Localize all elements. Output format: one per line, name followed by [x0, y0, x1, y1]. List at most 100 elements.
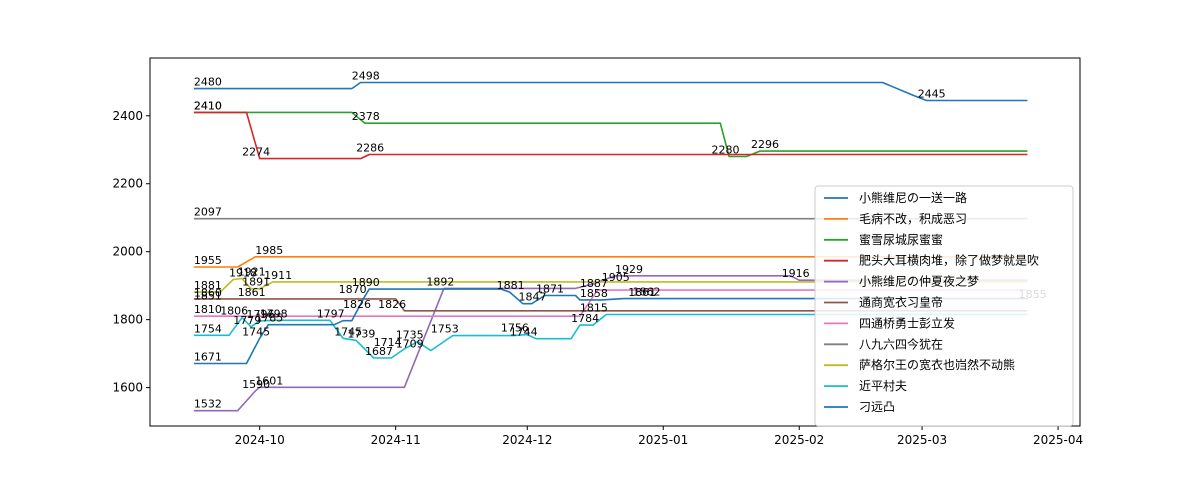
x-tick-label-2: 2024-12: [502, 433, 552, 447]
data-label-1-1: 1985: [255, 244, 283, 257]
data-label-10-10: 1858: [580, 287, 608, 300]
data-label-8-2: 1851: [194, 289, 222, 302]
data-label-10-1: 1745: [242, 325, 270, 338]
data-label-10-6: 1890: [352, 276, 380, 289]
x-tick-label-4: 2025-02: [774, 433, 824, 447]
legend-label-7: 八九六四今犹在: [859, 336, 943, 351]
data-label-9-15: 1815: [580, 302, 608, 315]
data-label-3-1: 2274: [242, 146, 270, 159]
data-label-2-2: 2280: [712, 144, 740, 157]
data-label-6-0: 1810: [194, 303, 222, 316]
legend: 小熊维尼の一送一路毛病不改，积成恶习蜜雪尿城尿蜜蜜肥头大耳横肉堆，除了做梦就是吹…: [814, 185, 1074, 427]
legend-label-0: 小熊维尼の一送一路: [859, 190, 967, 205]
data-label-10-11: 1862: [633, 286, 661, 299]
series-line-8: [193, 277, 1028, 293]
data-label-5-1: 1826: [378, 298, 406, 311]
data-label-9-14: 1784: [571, 312, 599, 325]
data-label-4-1: 1590: [242, 378, 270, 391]
data-label-3-0: 2410: [194, 99, 222, 112]
data-label-9-8: 1714: [374, 336, 402, 349]
data-label-2-0: 2410: [194, 99, 222, 112]
data-label-9-0: 1754: [194, 322, 222, 335]
data-label-4-3: 1892: [426, 275, 454, 288]
data-label-2-1: 2378: [352, 110, 380, 123]
data-label-8-4: 1921: [238, 266, 266, 279]
x-tick-label-5: 2025-03: [897, 433, 947, 447]
data-label-9-5: 1745: [334, 325, 362, 338]
data-label-10-12: 1861: [628, 286, 656, 299]
legend-label-5: 通商宽衣习皇帝: [859, 295, 943, 310]
data-label-10-0: 1671: [194, 351, 222, 364]
data-label-10-5: 1870: [339, 283, 367, 296]
data-label-9-6: 1739: [347, 327, 375, 340]
data-label-3-2: 2286: [356, 142, 384, 155]
data-label-9-13: 1744: [510, 326, 538, 339]
legend-label-8: 萨格尔王の宽衣也岿然不动熊: [859, 357, 1015, 372]
data-label-8-3: 1918: [229, 267, 257, 280]
data-label-8-1: 1860: [194, 286, 222, 299]
data-label-6-1: 1887: [580, 277, 608, 290]
data-label-9-1: 1806: [220, 305, 248, 318]
data-label-8-5: 1891: [242, 276, 270, 289]
x-tick-label-6: 2025-04: [1033, 433, 1083, 447]
legend-label-4: 小熊维尼の仲夏夜之梦: [859, 274, 979, 289]
data-label-0-2: 2445: [918, 88, 946, 101]
series-line-4: [193, 274, 1028, 412]
legend-label-10: 刁远凸: [859, 400, 895, 414]
legend-label-6: 四通桥勇士彭立发: [859, 315, 955, 330]
series-layer: [193, 81, 1028, 412]
data-label-10-4: 1826: [343, 298, 371, 311]
series-line-6: [193, 289, 1028, 318]
data-label-10-7: 1881: [497, 279, 525, 292]
data-label-9-7: 1687: [365, 345, 393, 358]
y-tick-label-2: 2000: [112, 245, 143, 259]
data-label-10-9: 1871: [536, 283, 564, 296]
y-tick-label-4: 2400: [112, 109, 143, 123]
legend-box: [814, 185, 1074, 427]
data-label-8-6: 1911: [264, 269, 292, 282]
data-label-10-8: 1847: [519, 291, 547, 304]
legend-label-2: 蜜雪尿城尿蜜蜜: [859, 232, 943, 247]
data-label-9-4: 1798: [260, 307, 288, 320]
legend-label-1: 毛病不改，积成恶习: [859, 211, 967, 226]
y-tick-label-1: 1800: [112, 313, 143, 327]
data-label-4-6: 1916: [782, 267, 810, 280]
data-label-0-1: 2498: [352, 70, 380, 83]
data-label-8-0: 1881: [194, 279, 222, 292]
data-label-10-2: 1785: [255, 312, 283, 325]
series-line-3: [193, 111, 1028, 160]
data-label-1-0: 1955: [194, 254, 222, 267]
data-label-9-10: 1709: [396, 338, 424, 351]
data-label-9-3: 1796: [247, 308, 275, 321]
x-tick-label-0: 2024-10: [235, 433, 285, 447]
series-line-0: [193, 81, 1028, 102]
series-line-1: [193, 255, 1028, 268]
data-label-5-0: 1861: [238, 286, 266, 299]
series-line-9: [193, 313, 1028, 359]
data-label-4-2: 1601: [255, 374, 283, 387]
data-label-0-0: 2480: [194, 76, 222, 89]
axes: 1600 1800 2000 2200 2400 2024-10 2024-11 2024-1…: [112, 57, 1083, 447]
data-label-7-0: 2097: [194, 206, 222, 219]
data-label-9-9: 1735: [396, 329, 424, 342]
legend-label-3: 肥头大耳横肉堆，除了做梦就是吹: [859, 253, 1039, 268]
data-label-4-4: 1905: [602, 271, 630, 284]
plot-frame: [149, 57, 1081, 427]
y-tick-label-0: 1600: [112, 381, 143, 395]
data-label-9-11: 1753: [431, 323, 459, 336]
data-label-10-3: 1797: [317, 308, 345, 321]
series-line-5: [193, 298, 1028, 312]
y-tick-label-3: 2200: [112, 177, 143, 191]
data-label-2-3: 2296: [751, 138, 779, 151]
data-label-4-0: 1532: [194, 398, 222, 411]
data-label-9-2: 1779: [233, 314, 261, 327]
series-line-10: [193, 288, 1028, 365]
legend-label-9: 近平村夫: [859, 379, 907, 393]
data-label-4-5: 1929: [615, 263, 643, 276]
series-line-2: [193, 111, 1028, 158]
x-tick-label-1: 2024-11: [371, 433, 421, 447]
data-label-9-12: 1756: [501, 322, 529, 335]
x-tick-label-3: 2025-01: [638, 433, 688, 447]
